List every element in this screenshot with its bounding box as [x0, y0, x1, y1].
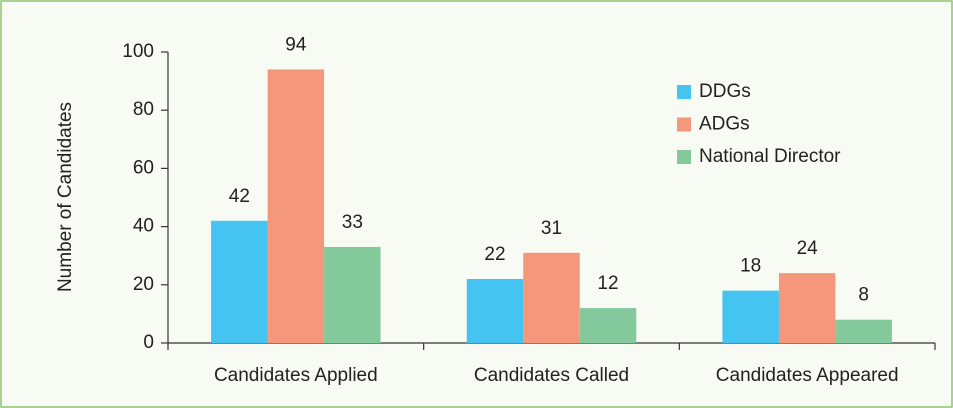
data-label: 12: [597, 273, 618, 294]
bar: [835, 319, 892, 343]
y-tick-label: 60: [133, 157, 154, 178]
y-tick-label: 100: [122, 41, 154, 62]
data-label: 8: [858, 285, 869, 306]
data-label: 31: [541, 218, 562, 239]
x-tick-label: Candidates Applied: [214, 365, 378, 386]
x-tick-label: Candidates Appeared: [716, 365, 899, 386]
data-label: 42: [229, 186, 250, 207]
y-tick-label: 40: [133, 216, 154, 237]
legend-swatch: [677, 150, 691, 164]
bar: [211, 220, 268, 343]
legend-swatch: [677, 117, 691, 132]
legend-label: DDGs: [699, 81, 751, 102]
y-tick-label: 80: [133, 99, 154, 120]
bar: [722, 290, 779, 343]
legend-label: ADGs: [699, 114, 750, 135]
bar: [324, 246, 381, 343]
bar: [778, 273, 836, 343]
y-axis-label: Number of Candidates: [55, 102, 76, 292]
bar: [523, 252, 580, 343]
data-label: 33: [342, 212, 363, 233]
data-label: 24: [797, 238, 819, 259]
x-tick-label: Candidates Called: [474, 365, 629, 386]
data-label: 94: [285, 34, 307, 55]
legend-label: National Director: [699, 146, 841, 167]
bar: [267, 69, 325, 344]
bar: [466, 278, 524, 343]
bar: [579, 308, 637, 343]
y-tick-label: 0: [143, 332, 154, 353]
data-label: 22: [484, 244, 505, 265]
legend-swatch: [677, 85, 691, 99]
data-label: 18: [740, 256, 761, 277]
y-tick-label: 20: [133, 274, 154, 295]
